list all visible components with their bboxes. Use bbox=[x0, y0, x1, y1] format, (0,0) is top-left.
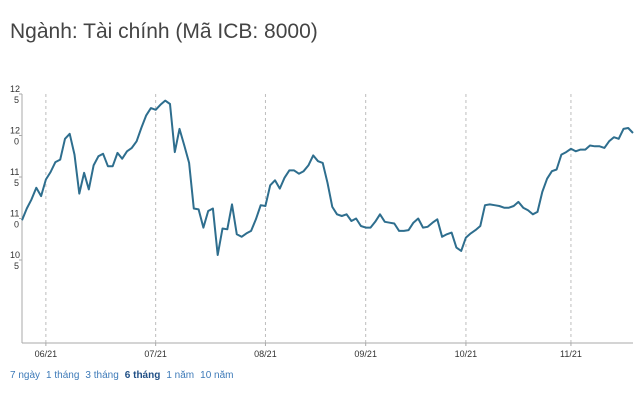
y-axis-ticks: 12 512 011 511 010 5 bbox=[10, 84, 22, 271]
series-layer bbox=[21, 99, 634, 256]
y-tick-label-2: 11 5 bbox=[10, 167, 19, 188]
y-tick-label-3-line-1: 0 bbox=[14, 220, 19, 230]
series-line bbox=[21, 99, 634, 256]
x-tick-label-0: 06/21 bbox=[35, 349, 58, 359]
x-axis-ticks: 06/21 07/21 08/21 09/21 10/21 11/21 bbox=[35, 343, 582, 359]
y-tick-label-1-line-1: 0 bbox=[14, 137, 19, 147]
y-tick-label-2-line-1: 5 bbox=[14, 178, 19, 188]
x-tick-label-1: 07/21 bbox=[144, 349, 167, 359]
range-button-0[interactable]: 7 ngày bbox=[10, 370, 41, 381]
y-tick-label-4: 10 5 bbox=[10, 250, 20, 271]
y-tick-label-0-line-1: 5 bbox=[14, 95, 19, 105]
x-tick-label-3: 09/21 bbox=[354, 349, 377, 359]
axes bbox=[21, 94, 633, 344]
y-tick-label-0-line-0: 12 bbox=[10, 84, 20, 94]
x-tick-label-4: 10/21 bbox=[455, 349, 478, 359]
range-button-3[interactable]: 6 tháng bbox=[124, 370, 161, 381]
y-tick-label-1: 12 0 bbox=[10, 126, 20, 147]
y-tick-label-3: 11 0 bbox=[10, 209, 19, 230]
range-button-2[interactable]: 3 tháng bbox=[85, 370, 119, 381]
y-tick-label-0: 12 5 bbox=[10, 84, 20, 105]
y-tick-label-4-line-0: 10 bbox=[10, 250, 20, 260]
y-tick-label-4-line-1: 5 bbox=[14, 261, 19, 271]
y-tick-label-3-line-0: 11 bbox=[10, 209, 19, 219]
range-button-1[interactable]: 1 tháng bbox=[46, 370, 80, 381]
range-selector: 7 ngày 1 tháng 3 tháng 6 tháng 1 năm 10 năm bbox=[10, 370, 240, 381]
y-tick-label-1-line-0: 12 bbox=[10, 126, 20, 136]
y-tick-label-2-line-0: 11 bbox=[10, 167, 19, 177]
range-button-4[interactable]: 1 năm bbox=[166, 370, 195, 381]
grid-lines bbox=[45, 94, 572, 343]
x-tick-label-2: 08/21 bbox=[254, 349, 277, 359]
range-button-5[interactable]: 10 năm bbox=[200, 370, 234, 381]
page-title: Ngành: Tài chính (Mã ICB: 8000) bbox=[10, 20, 318, 43]
x-tick-label-5: 11/21 bbox=[560, 349, 582, 359]
